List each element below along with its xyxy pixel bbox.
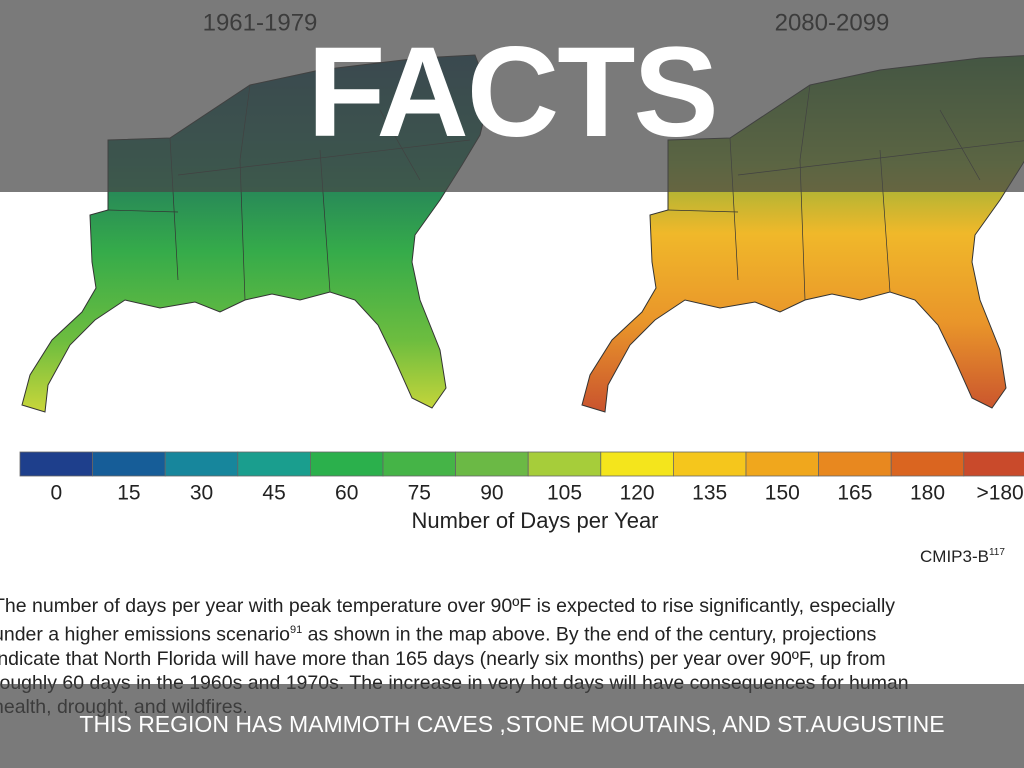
legend-swatch [309,451,384,477]
paragraph-line: under a higher emissions scenario91 as s… [0,618,1024,647]
legend-swatch [673,451,747,477]
legend-swatch [745,451,819,477]
legend-label: 75 [408,482,431,505]
line-text: The number of days per year with peak te… [0,595,896,617]
legend-label: 135 [692,482,727,505]
legend-label: 30 [190,482,213,505]
legend-label: 60 [335,482,358,505]
paragraph-line: indicate that North Florida will have mo… [0,647,1024,671]
legend-swatch [600,451,674,477]
legend-swatch [164,451,239,477]
legend-swatch [963,451,1024,477]
source-ref: 117 [989,547,1005,558]
legend-label: >180 [976,482,1023,505]
legend-swatch [19,451,93,477]
source-text: CMIP3-B [920,547,989,566]
slide-caption: THIS REGION HAS MAMMOTH CAVES ,STONE MOU… [79,711,945,737]
legend-label: 165 [837,482,872,505]
legend-label: 150 [765,482,800,505]
title-band [0,0,1024,192]
line-text: under a higher emissions scenario [0,623,290,646]
legend-label: 180 [910,482,945,505]
legend-swatch [818,451,892,477]
line-sup: 91 [290,624,303,636]
legend-label: 45 [262,482,285,505]
paragraph: The number of days per year with peak te… [0,594,1024,719]
legend-title: Number of Days per Year [411,508,658,533]
legend-swatch [890,451,965,477]
legend-swatch [382,451,456,477]
paragraph-line: The number of days per year with peak te… [0,594,1024,618]
line-text: indicate that North Florida will have mo… [0,647,886,670]
legend-label: 105 [547,482,582,505]
legend-label: 0 [50,482,62,505]
line-rest: as shown in the map above. By the end of… [302,623,877,646]
legend-label: 15 [117,482,140,505]
legend-label: 120 [620,482,655,505]
legend: 0 15 30 45 60 75 90 105 120 135 150 165 180 >180 [19,451,1024,505]
legend-swatch [527,451,602,477]
legend-swatch [455,451,529,477]
legend-swatch [92,451,166,477]
caption-band [0,684,1024,768]
slide-title: FACTS [307,21,719,164]
source: CMIP3-B117 [920,547,1005,567]
legend-swatch [237,451,311,477]
legend-label: 90 [480,482,503,505]
